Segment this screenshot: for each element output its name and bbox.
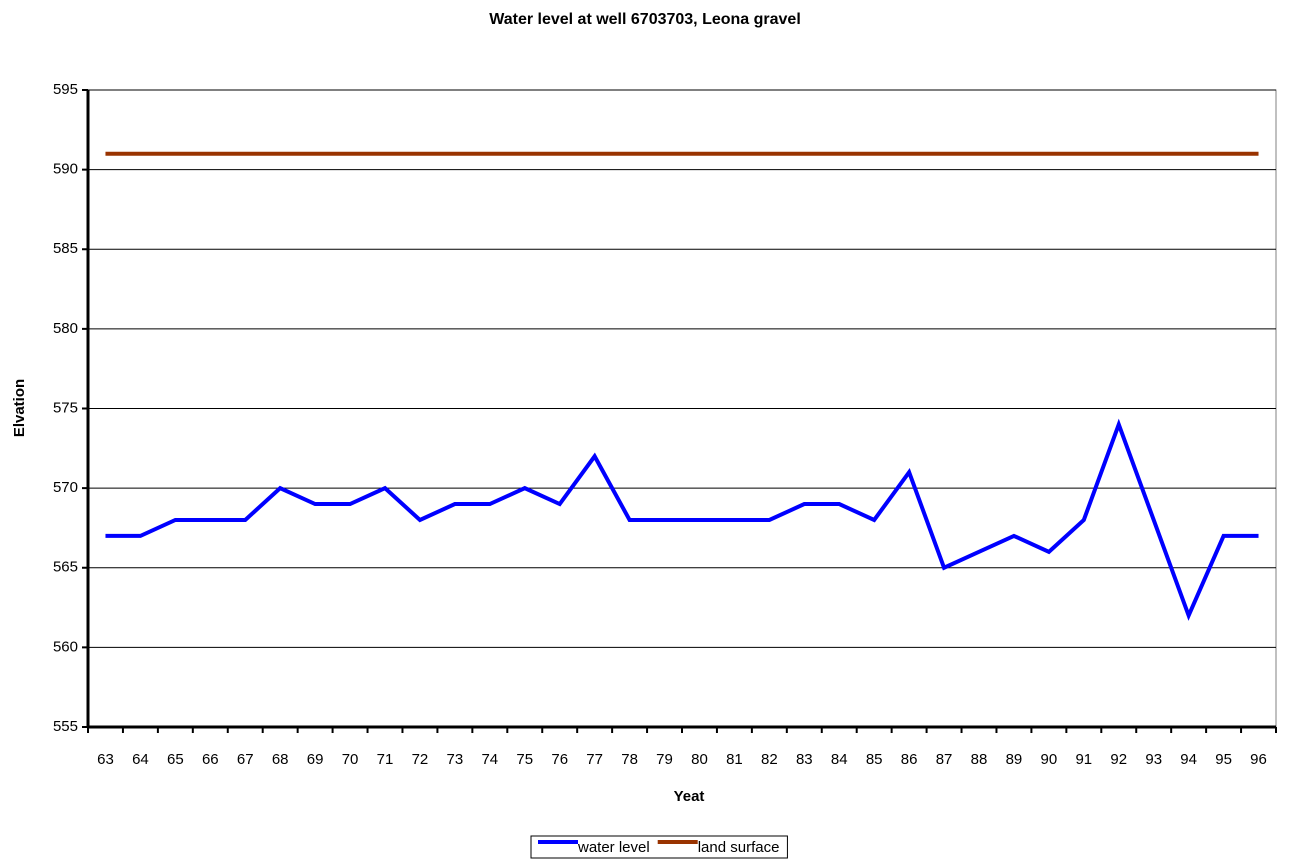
x-tick-label: 76 [551,751,568,768]
x-tick-label: 93 [1145,751,1162,768]
x-tick-label: 71 [377,751,394,768]
x-tick-label: 69 [307,751,324,768]
x-tick-label: 66 [202,751,219,768]
series-line [105,418,1259,621]
x-tick-label: 83 [796,751,813,768]
x-tick-label: 70 [342,751,359,768]
x-tick-label: 96 [1250,751,1267,768]
x-tick-label: 79 [656,751,673,768]
y-tick-label: 580 [53,320,78,337]
x-tick-label: 86 [901,751,918,768]
x-tick-label: 64 [132,751,149,768]
chart-title: Water level at well 6703703, Leona grave… [489,11,801,28]
x-tick-label: 78 [621,751,638,768]
x-tick-label: 75 [516,751,533,768]
x-tick-label: 67 [237,751,254,768]
x-tick-label: 63 [97,751,114,768]
x-tick-label: 89 [1006,751,1023,768]
y-tick-label: 565 [53,559,78,576]
legend-label: water level [577,839,650,856]
x-tick-label: 90 [1041,751,1058,768]
y-tick-label: 595 [53,81,78,98]
y-tick-label: 590 [53,161,78,178]
x-tick-label: 92 [1110,751,1127,768]
x-tick-label: 74 [481,751,498,768]
x-axis-title: Yeat [674,788,705,805]
x-tick-label: 91 [1075,751,1092,768]
legend-label: land surface [698,839,780,856]
x-tick-label: 72 [412,751,429,768]
x-tick-label: 88 [971,751,988,768]
x-tick-label: 68 [272,751,289,768]
x-tick-label: 95 [1215,751,1232,768]
x-tick-label: 73 [447,751,464,768]
x-tick-label: 87 [936,751,953,768]
legend-box [530,835,788,859]
x-tick-label: 82 [761,751,778,768]
y-tick-label: 555 [53,718,78,735]
x-tick-label: 85 [866,751,883,768]
y-tick-label: 570 [53,479,78,496]
x-tick-label: 81 [726,751,743,768]
x-tick-label: 84 [831,751,848,768]
y-axis-title: Elvation [11,379,28,437]
x-tick-label: 94 [1180,751,1197,768]
y-tick-label: 560 [53,638,78,655]
x-tick-label: 77 [586,751,603,768]
y-tick-label: 585 [53,240,78,257]
x-tick-label: 80 [691,751,708,768]
y-tick-label: 575 [53,399,78,416]
x-tick-label: 65 [167,751,184,768]
